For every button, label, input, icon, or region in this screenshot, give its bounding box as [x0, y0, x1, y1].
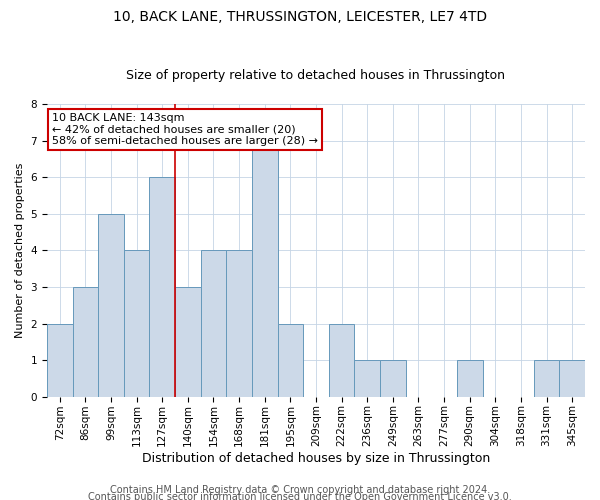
Bar [534, 360, 559, 397]
Bar [226, 250, 252, 396]
Bar [329, 324, 355, 396]
Text: 10, BACK LANE, THRUSSINGTON, LEICESTER, LE7 4TD: 10, BACK LANE, THRUSSINGTON, LEICESTER, … [113, 10, 487, 24]
Bar [278, 324, 303, 396]
Text: 10 BACK LANE: 143sqm
← 42% of detached houses are smaller (20)
58% of semi-detac: 10 BACK LANE: 143sqm ← 42% of detached h… [52, 113, 318, 146]
Text: Contains HM Land Registry data © Crown copyright and database right 2024.: Contains HM Land Registry data © Crown c… [110, 485, 490, 495]
Bar [380, 360, 406, 397]
Bar [98, 214, 124, 396]
X-axis label: Distribution of detached houses by size in Thrussington: Distribution of detached houses by size … [142, 452, 490, 465]
Text: Contains public sector information licensed under the Open Government Licence v3: Contains public sector information licen… [88, 492, 512, 500]
Title: Size of property relative to detached houses in Thrussington: Size of property relative to detached ho… [127, 69, 505, 82]
Bar [457, 360, 482, 397]
Bar [175, 287, 200, 397]
Bar [124, 250, 149, 396]
Bar [47, 324, 73, 396]
Bar [355, 360, 380, 397]
Bar [252, 140, 278, 396]
Bar [73, 287, 98, 397]
Bar [559, 360, 585, 397]
Bar [200, 250, 226, 396]
Y-axis label: Number of detached properties: Number of detached properties [15, 162, 25, 338]
Bar [149, 177, 175, 396]
